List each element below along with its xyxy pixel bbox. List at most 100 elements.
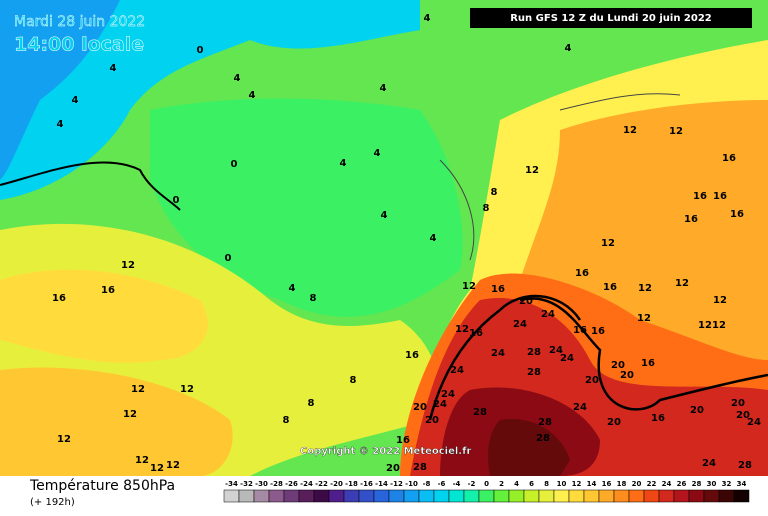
contour-label: 16 bbox=[603, 282, 617, 293]
cold-region bbox=[0, 0, 420, 200]
contour-label: 12 bbox=[121, 260, 135, 271]
contour-label: 8 bbox=[308, 398, 315, 409]
scale-label: 6 bbox=[529, 480, 534, 488]
contour-label: 8 bbox=[483, 203, 490, 214]
contour-label: 16 bbox=[405, 350, 419, 361]
scale-label: 4 bbox=[514, 480, 519, 488]
scale-label: 30 bbox=[707, 480, 717, 488]
contour-label: 4 bbox=[289, 283, 296, 294]
scale-swatch bbox=[358, 489, 375, 503]
scale-swatch bbox=[598, 489, 615, 503]
scale-label: 22 bbox=[647, 480, 657, 488]
scale-swatch bbox=[673, 489, 690, 503]
scale-swatch bbox=[223, 489, 240, 503]
cold-core bbox=[0, 0, 120, 180]
contour-label: 4 bbox=[249, 90, 256, 101]
scale-label: -20 bbox=[330, 480, 343, 488]
contour-label: 24 bbox=[441, 389, 455, 400]
contour-label: 16 bbox=[491, 284, 505, 295]
contour-label: 12 bbox=[135, 455, 149, 466]
contour-label: 28 bbox=[473, 407, 487, 418]
run-box bbox=[470, 8, 752, 28]
date-label: Mardi 28 juin 2022 bbox=[14, 14, 145, 30]
contour-label: 8 bbox=[283, 415, 290, 426]
scale-label: -14 bbox=[375, 480, 388, 488]
contour-label: 24 bbox=[491, 348, 505, 359]
contour-label: 4 bbox=[380, 83, 387, 94]
contour-label: 12 bbox=[669, 126, 683, 137]
contour-label: 24 bbox=[450, 365, 464, 376]
warm-region-2 bbox=[0, 367, 233, 476]
contour-label: 28 bbox=[738, 460, 752, 471]
contour-label: 20 bbox=[519, 296, 533, 307]
contour-label: 16 bbox=[722, 153, 736, 164]
scale-swatch bbox=[403, 489, 420, 503]
contour-label: 0 bbox=[225, 253, 232, 264]
contour-label: 20 bbox=[690, 405, 704, 416]
scale-label: -12 bbox=[390, 480, 403, 488]
scale-label: -6 bbox=[438, 480, 446, 488]
scale-swatch bbox=[703, 489, 720, 503]
scale-label: -16 bbox=[360, 480, 373, 488]
contour-label: 12 bbox=[601, 238, 615, 249]
footer-title: Température 850hPa bbox=[29, 478, 175, 494]
contour-label: 12 bbox=[698, 320, 712, 331]
contour-label: 8 bbox=[491, 187, 498, 198]
contour-label: 4 bbox=[57, 119, 64, 130]
contour-label: 24 bbox=[541, 309, 555, 320]
scale-label: -18 bbox=[345, 480, 358, 488]
contour-label: 4 bbox=[430, 233, 437, 244]
time-label: 14:00 locale bbox=[14, 34, 144, 56]
scale-swatch bbox=[508, 489, 525, 503]
scale-swatch bbox=[688, 489, 705, 503]
contour-label: 28 bbox=[413, 462, 427, 473]
contour-label: 24 bbox=[747, 417, 761, 428]
footer-lead: (+ 192h) bbox=[30, 497, 75, 508]
contour-label: 16 bbox=[101, 285, 115, 296]
contour-label: 12 bbox=[123, 409, 137, 420]
contour-label: 24 bbox=[433, 399, 447, 410]
scale-swatch bbox=[313, 489, 330, 503]
scale-swatch bbox=[523, 489, 540, 503]
contour-label: 20 bbox=[736, 410, 750, 421]
contour-label: 4 bbox=[72, 95, 79, 106]
contour-label: 4 bbox=[381, 210, 388, 221]
scale-label: -4 bbox=[453, 480, 461, 488]
contour-label: 16 bbox=[573, 325, 587, 336]
scale-swatch bbox=[268, 489, 285, 503]
contour-label: 0 bbox=[173, 195, 180, 206]
contour-label: 12 bbox=[637, 313, 651, 324]
contour-label: 16 bbox=[651, 413, 665, 424]
contour-label: 12 bbox=[180, 384, 194, 395]
contour-label: 20 bbox=[585, 375, 599, 386]
cool-region bbox=[150, 98, 463, 317]
scale-label: 24 bbox=[662, 480, 672, 488]
isotherm bbox=[519, 297, 768, 411]
contour-label: 20 bbox=[386, 463, 400, 474]
scale-swatch bbox=[613, 489, 630, 503]
contour-label: 4 bbox=[234, 73, 241, 84]
coastline bbox=[439, 93, 681, 261]
scale-swatch bbox=[658, 489, 675, 503]
scale-swatch bbox=[478, 489, 495, 503]
scale-label: -8 bbox=[423, 480, 431, 488]
contour-label: 0 bbox=[197, 45, 204, 56]
scale-swatch bbox=[568, 489, 585, 503]
contour-label: 24 bbox=[549, 345, 563, 356]
contour-label: 12 bbox=[638, 283, 652, 294]
isotherm bbox=[0, 161, 181, 211]
contour-label: 16 bbox=[730, 209, 744, 220]
contour-label: 20 bbox=[611, 360, 625, 371]
contour-label: 0 bbox=[231, 159, 238, 170]
run-label: Run GFS 12 Z du Lundi 20 juin 2022 bbox=[510, 13, 712, 24]
contour-label: 4 bbox=[374, 148, 381, 159]
contour-label: 16 bbox=[713, 191, 727, 202]
contour-label: 12 bbox=[623, 125, 637, 136]
scale-swatch bbox=[643, 489, 660, 503]
contour-label: 24 bbox=[702, 458, 716, 469]
scale-swatch bbox=[283, 489, 300, 503]
contour-label: 28 bbox=[536, 433, 550, 444]
scale-label: -28 bbox=[270, 480, 283, 488]
scale-label: -24 bbox=[300, 480, 313, 488]
